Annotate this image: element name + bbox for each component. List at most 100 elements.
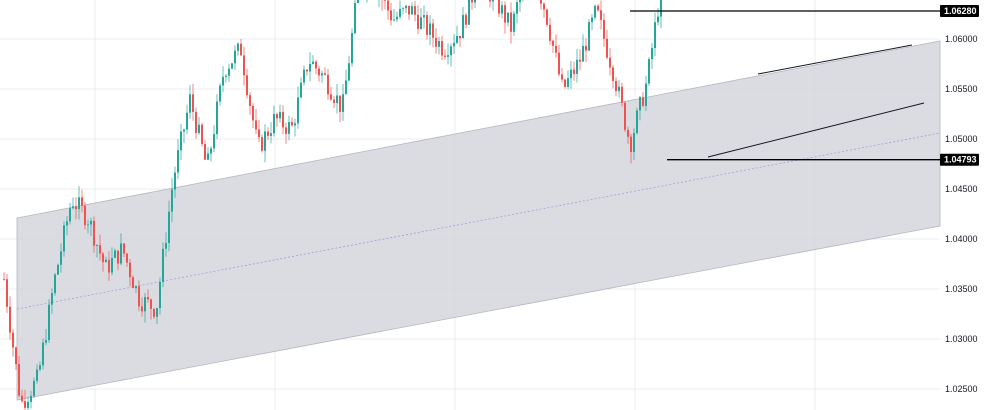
candle (468, 0, 470, 25)
candle (582, 34, 584, 62)
candle (384, 0, 386, 10)
candle (84, 201, 86, 230)
candle (570, 61, 572, 89)
candle (24, 389, 26, 410)
candle (75, 197, 77, 220)
candle (288, 115, 290, 141)
candle (156, 307, 158, 325)
candle (300, 77, 302, 99)
candle (510, 2, 512, 44)
y-tick-label: 1.05000 (945, 134, 978, 144)
candle (138, 280, 140, 312)
candle (51, 288, 53, 314)
candle (342, 84, 344, 121)
candle (600, 0, 602, 30)
candle (48, 299, 50, 343)
candle (612, 64, 614, 89)
candle (186, 104, 188, 135)
candle (129, 259, 131, 287)
candle (114, 248, 116, 259)
candle (498, 0, 500, 18)
candle (108, 251, 110, 281)
candle (324, 67, 326, 76)
candle (12, 329, 14, 357)
price-tag-label: 1.04793 (944, 155, 977, 165)
candle (561, 68, 563, 83)
candle (330, 86, 332, 101)
candle (189, 84, 191, 119)
candle (546, 8, 548, 27)
candle (339, 95, 341, 123)
candle (6, 273, 8, 313)
candle (333, 95, 335, 109)
candle (441, 35, 443, 61)
candle (294, 118, 296, 137)
candle (471, 0, 473, 10)
candle (651, 43, 653, 69)
candle (585, 38, 587, 63)
candle (627, 126, 629, 144)
candle (117, 250, 119, 270)
candle (309, 52, 311, 82)
candle (642, 92, 644, 108)
candle (93, 216, 95, 253)
candle (267, 127, 269, 140)
candle (387, 0, 389, 20)
candle (579, 49, 581, 71)
candle (213, 125, 215, 153)
candle (567, 70, 569, 90)
candle (438, 36, 440, 55)
candle (597, 4, 599, 12)
candle (183, 128, 185, 144)
candle (462, 7, 464, 39)
candle (645, 75, 647, 112)
candle (210, 146, 212, 162)
candle (654, 12, 656, 57)
candle (198, 116, 200, 135)
candle (150, 298, 152, 320)
candle (444, 49, 446, 60)
candle (321, 70, 323, 83)
candle (192, 83, 194, 121)
lower-trendline[interactable] (707, 102, 925, 158)
candle (126, 252, 128, 267)
candle (435, 28, 437, 54)
candle (414, 0, 416, 22)
candle (102, 252, 104, 272)
candle (417, 5, 419, 35)
candle (489, 0, 491, 8)
candle (318, 65, 320, 82)
candle (291, 117, 293, 127)
regression-channel (16, 40, 941, 401)
candle (174, 166, 176, 198)
candle (606, 29, 608, 60)
candle (636, 107, 638, 135)
candle (201, 122, 203, 147)
candle (603, 13, 605, 47)
candle (306, 69, 308, 76)
candle (111, 247, 113, 276)
candle (411, 2, 413, 15)
candle (180, 123, 182, 161)
horizontal-levels (630, 10, 940, 161)
candle (381, 0, 383, 11)
y-tick-label: 1.04500 (945, 184, 978, 194)
candle (426, 11, 428, 40)
candle (87, 219, 89, 234)
candle (219, 83, 221, 106)
upper-trendline[interactable] (757, 44, 913, 75)
candle (576, 48, 578, 83)
candle (573, 61, 575, 81)
candle (516, 0, 518, 24)
y-tick-label: 1.05500 (945, 84, 978, 94)
candle (216, 94, 218, 139)
candle (429, 15, 431, 46)
candle (555, 34, 557, 58)
candle (78, 186, 80, 220)
candle (195, 107, 197, 139)
candle (327, 68, 329, 100)
price-axis[interactable]: 1.100001.095001.090001.085001.080001.075… (940, 0, 979, 394)
candle (639, 96, 641, 121)
candle (297, 86, 299, 129)
